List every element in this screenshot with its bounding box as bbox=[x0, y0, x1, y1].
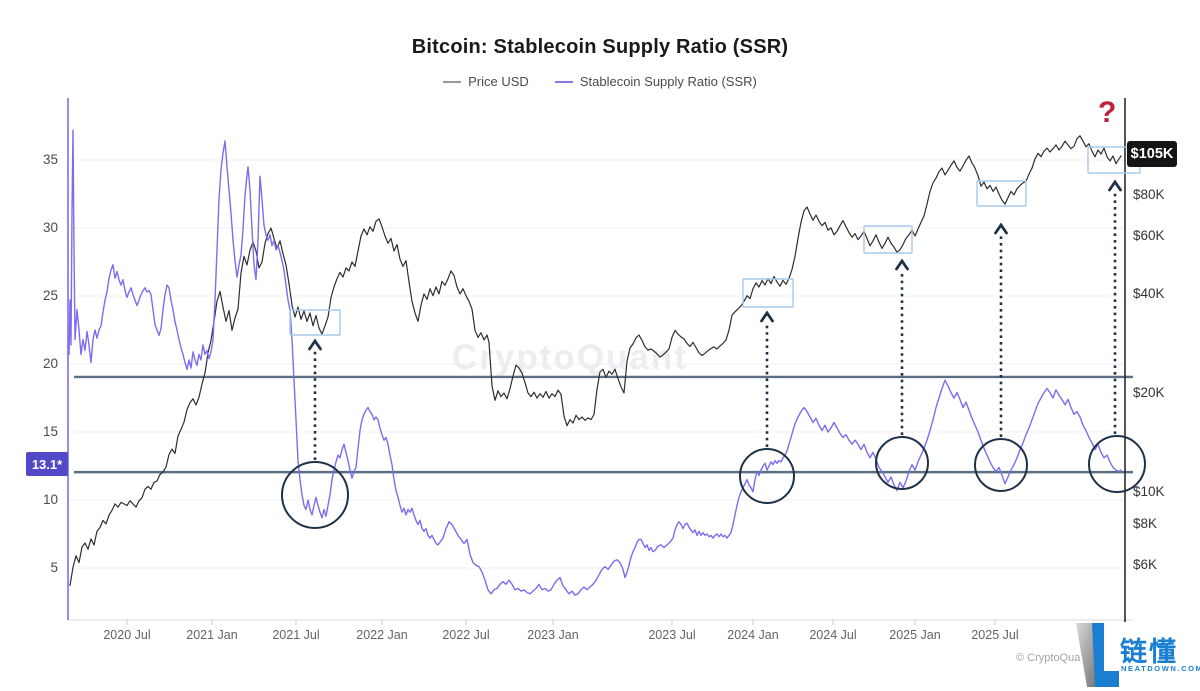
x-tick-label: 2025 Jul bbox=[971, 628, 1019, 642]
y-right-tick-label: $8K bbox=[1133, 515, 1158, 531]
x-tick-label: 2023 Jul bbox=[648, 628, 696, 642]
price-line bbox=[69, 135, 1122, 586]
annotation-box bbox=[742, 278, 794, 308]
annotation-arrowhead bbox=[1108, 179, 1122, 192]
y-left-tick-label: 15 bbox=[42, 424, 58, 439]
y-left-tick-label: 30 bbox=[42, 220, 58, 235]
y-right-tick-label: $80K bbox=[1133, 186, 1165, 202]
annotation-circle bbox=[1088, 435, 1146, 493]
legend-ssr-label: Stablecoin Supply Ratio (SSR) bbox=[579, 74, 757, 89]
neatdown-logo-icon bbox=[1076, 623, 1119, 687]
legend-price-label: Price USD bbox=[468, 74, 529, 89]
x-tick-label: 2021 Jul bbox=[272, 628, 320, 642]
annotation-circle bbox=[875, 436, 929, 490]
price-current-value-badge: $105K bbox=[1127, 141, 1177, 167]
x-tick-label: 2025 Jan bbox=[889, 628, 941, 642]
annotation-box bbox=[863, 225, 913, 254]
y-left-tick-label: 35 bbox=[42, 152, 58, 167]
annotation-arrowhead bbox=[994, 222, 1008, 235]
annotation-box bbox=[976, 180, 1027, 207]
y-left-tick-label: 5 bbox=[50, 560, 58, 575]
y-right-tick-label: $40K bbox=[1133, 285, 1165, 301]
x-tick-label: 2022 Jan bbox=[356, 628, 408, 642]
question-mark-annotation: ? bbox=[1098, 96, 1117, 129]
page-title: Bitcoin: Stablecoin Supply Ratio (SSR) bbox=[411, 36, 789, 58]
y-right-tick-label: $60K bbox=[1133, 227, 1165, 243]
annotation-circle bbox=[281, 461, 349, 529]
y-left-tick-label: 10 bbox=[42, 492, 58, 507]
annotation-arrowhead bbox=[895, 258, 909, 271]
y-right-tick-label: $10K bbox=[1133, 484, 1165, 499]
chart-legend: Price USD Stablecoin Supply Ratio (SSR) bbox=[0, 74, 1200, 89]
legend-item-ssr[interactable]: Stablecoin Supply Ratio (SSR) bbox=[554, 74, 757, 89]
annotation-arrowhead bbox=[308, 338, 322, 351]
x-tick-label: 2022 Jul bbox=[442, 628, 490, 642]
logo-brand-text: 链懂 bbox=[1120, 637, 1178, 667]
x-tick-label: 2024 Jan bbox=[727, 628, 779, 642]
y-right-tick-label: $6K bbox=[1133, 556, 1158, 572]
annotation-arrowhead bbox=[760, 310, 774, 323]
x-tick-label: 2021 Jan bbox=[186, 628, 238, 642]
logo-domain-text: NEATDOWN.COM bbox=[1121, 664, 1200, 673]
ssr-line bbox=[68, 129, 1122, 596]
price-line-swatch-icon bbox=[443, 80, 462, 83]
x-tick-label: 2020 Jul bbox=[103, 628, 151, 642]
legend-item-price[interactable]: Price USD bbox=[443, 74, 529, 89]
annotation-box bbox=[289, 309, 341, 336]
x-tick-label: 2024 Jul bbox=[809, 628, 857, 642]
copyright-text: © CryptoQua bbox=[1016, 652, 1081, 664]
x-tick-label: 2023 Jan bbox=[527, 628, 579, 642]
annotation-circle bbox=[974, 438, 1028, 492]
y-left-tick-label: 20 bbox=[42, 356, 58, 371]
annotation-circle bbox=[739, 448, 795, 504]
ssr-line-swatch-icon bbox=[554, 80, 573, 83]
y-left-tick-label: 25 bbox=[42, 288, 58, 303]
ssr-current-value-badge: 13.1* bbox=[26, 452, 68, 476]
y-right-tick-label: $20K bbox=[1133, 384, 1165, 400]
